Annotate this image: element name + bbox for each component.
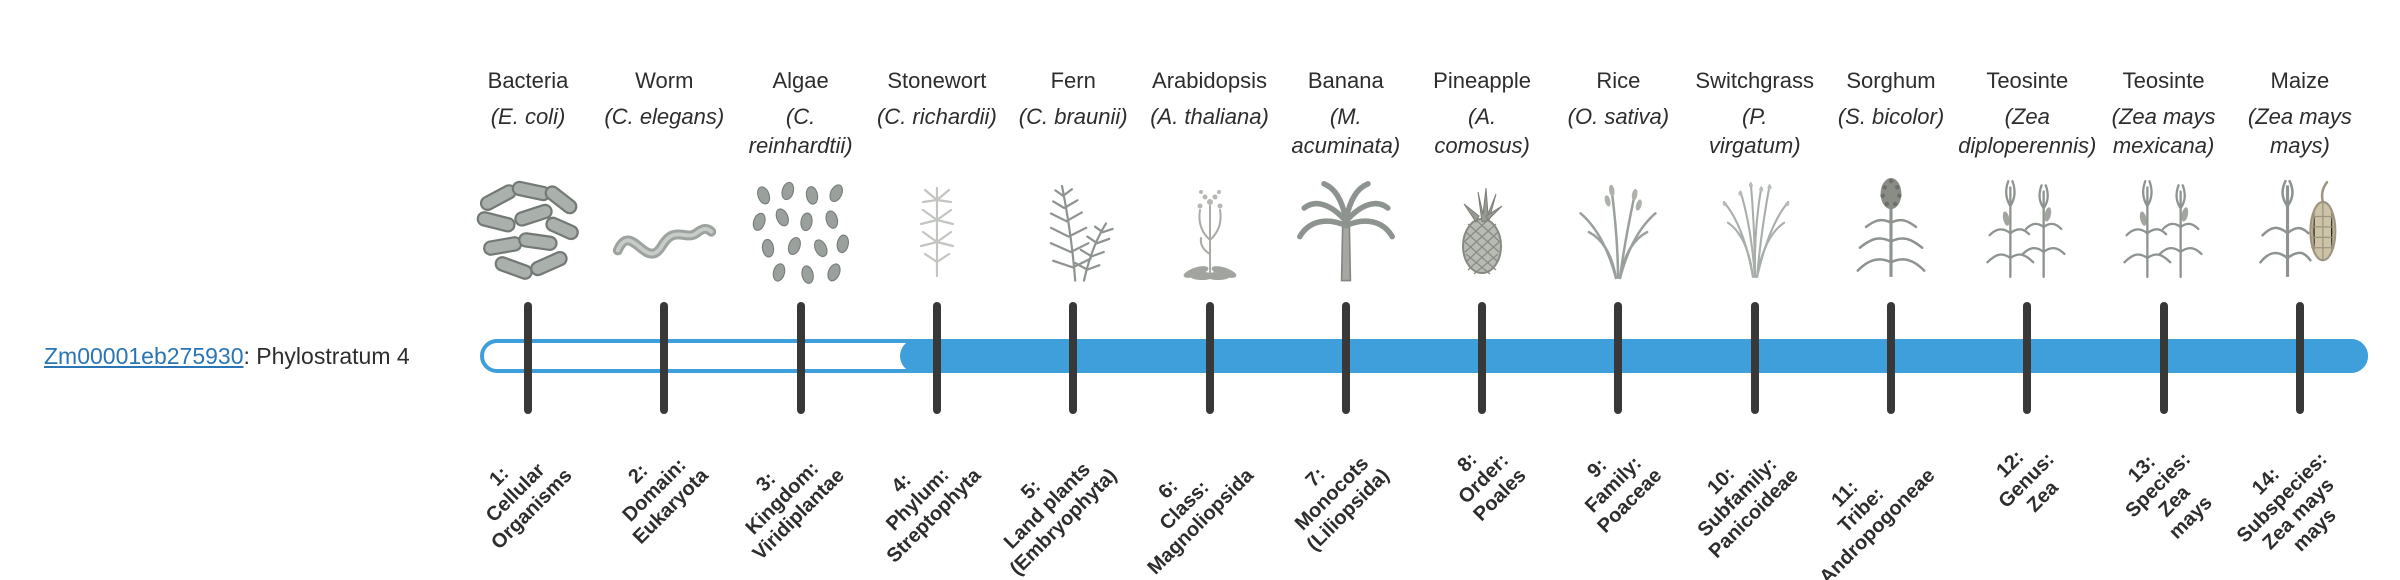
pineapple-icon	[1416, 168, 1548, 290]
taxon-common-name: Maize	[2270, 68, 2330, 93]
taxon-column-13: Teosinte (Zea mays mexicana) 13: Species…	[2084, 40, 2244, 580]
taxon-scientific-name: (A. thaliana)	[1150, 104, 1269, 129]
taxon-common-name: Worm	[635, 68, 694, 93]
phylostratum-label: 5: Land plants (Embryophyta)	[999, 458, 1122, 580]
gene-label: Zm00001eb275930: Phylostratum 4	[44, 343, 410, 370]
taxon-common-name: Bacteria	[487, 68, 569, 93]
phylostratum-label: 14: Subspecies: Zea mays mays	[2232, 448, 2341, 557]
sorghum-icon	[1825, 168, 1957, 290]
taxon-column-4: Stonewort (C. richardii) 4: Phylum: Stre…	[857, 40, 1017, 580]
taxon-column-9: Rice (O. sativa) 9: Family: Poaceae	[1538, 40, 1698, 580]
stonewort-icon	[871, 168, 1003, 290]
phylostratum-label: 9: Family: Poaceae	[1581, 452, 1667, 538]
taxon-scientific-name: (A. comosus)	[1434, 104, 1530, 158]
taxon-column-1: Bacteria (E. coli) 1: Cellular Organisms	[448, 40, 608, 580]
taxon-scientific-name: (C. braunii)	[1018, 104, 1128, 129]
phylostratum-tick	[1478, 302, 1487, 414]
phylostratum-label: 1: Cellular Organisms	[481, 459, 577, 554]
phylostratum-tick	[796, 302, 805, 414]
taxon-column-14: Maize (Zea mays mays) 14: Subspecies: Ze…	[2220, 40, 2380, 580]
taxon-scientific-name: (M. acuminata)	[1291, 104, 1401, 158]
taxon-scientific-name: (E. coli)	[490, 104, 566, 129]
phylostratum-label: 12: Genus: Zea	[1992, 446, 2064, 517]
taxon-scientific-name: (P. virgatum)	[1708, 104, 1801, 158]
taxon-scientific-name: (C. elegans)	[604, 104, 725, 129]
phylostrata-fill-bar	[899, 339, 2368, 373]
taxon-scientific-name: (C. richardii)	[876, 104, 997, 129]
taxon-common-name: Stonewort	[887, 68, 987, 93]
taxon-scientific-name: (Zea diploperennis)	[1958, 104, 2097, 158]
phylostratum-tick	[1750, 302, 1759, 414]
taxon-common-name: Pineapple	[1433, 68, 1532, 93]
taxon-column-11: Sorghum (S. bicolor) 11: Tribe: Andropog…	[1811, 40, 1971, 580]
phylostratum-tick	[1614, 302, 1623, 414]
switchgrass-icon	[1689, 168, 1821, 290]
algae-icon	[735, 168, 867, 290]
taxon-scientific-name: (S. bicolor)	[1837, 104, 1945, 129]
taxon-scientific-name: (Zea mays mays)	[2247, 104, 2352, 158]
taxon-column-3: Algae (C. reinhardtii) 3: Kingdom: Virid…	[721, 40, 881, 580]
phylostratum-tick	[524, 302, 532, 414]
phylostratum-tick	[2023, 302, 2032, 414]
phylostratum-label: 13: Species: Zea mays	[2121, 448, 2217, 544]
taxon-common-name: Sorghum	[1846, 68, 1936, 93]
worm-icon	[598, 168, 730, 290]
taxon-column-2: Worm (C. elegans) 2: Domain: Eukaryota	[584, 40, 744, 580]
teosinte-icon	[2098, 168, 2230, 290]
taxon-column-7: Banana (M. acuminata) 7: Monocots (Lilio…	[1266, 40, 1426, 580]
taxon-column-12: Teosinte (Zea diploperennis) 12: Genus: …	[1947, 40, 2107, 580]
phylostratum-tick	[1069, 302, 1078, 414]
phylostratum-label: 4: Phylum: Streptophyta	[881, 463, 985, 568]
phylostratum-tick	[1205, 302, 1214, 414]
taxon-common-name: Arabidopsis	[1152, 68, 1267, 93]
phylostratum-tick	[660, 302, 669, 414]
taxon-column-5: Fern (C. braunii) 5: Land plants (Embryo…	[993, 40, 1153, 580]
taxon-column-8: Pineapple (A. comosus) 8: Order: Poales	[1402, 40, 1562, 580]
bacteria-icon	[462, 168, 594, 290]
phylostratum-label: 2: Domain: Eukaryota	[618, 454, 713, 549]
gene-id-link[interactable]: Zm00001eb275930	[44, 343, 244, 369]
phylostratum-tick	[2295, 302, 2304, 414]
taxon-column-10: Switchgrass (P. virgatum) 10: Subfamily:…	[1675, 40, 1835, 580]
taxon-common-name: Banana	[1307, 68, 1384, 93]
taxon-common-name: Algae	[772, 68, 829, 93]
phylostratum-tick	[1887, 302, 1895, 414]
phylostratum-tick	[932, 302, 941, 414]
taxon-common-name: Teosinte	[2122, 68, 2205, 93]
phylostratum-label: 6: Class: Magnoliopsida	[1143, 464, 1258, 580]
phylostratum-label: 8: Order: Poales	[1453, 448, 1531, 526]
phylostratum-label: 7: Monocots (Liliopsida)	[1290, 452, 1394, 556]
taxon-common-name: Fern	[1050, 68, 1096, 93]
rice-icon	[1552, 168, 1684, 290]
gene-stratum-text: : Phylostratum 4	[243, 343, 410, 369]
taxon-scientific-name: (O. sativa)	[1567, 104, 1670, 129]
fern-icon	[1007, 168, 1139, 290]
taxon-column-6: Arabidopsis (A. thaliana) 6: Class: Magn…	[1130, 40, 1290, 580]
taxon-scientific-name: (C. reinhardtii)	[748, 104, 853, 158]
phylostratum-label: 3: Kingdom: Viridiplantae	[741, 457, 849, 565]
taxon-scientific-name: (Zea mays mexicana)	[2111, 104, 2216, 158]
phylostratum-tick	[1341, 302, 1350, 414]
banana-icon	[1280, 168, 1412, 290]
taxon-common-name: Teosinte	[1986, 68, 2069, 93]
phylostratum-label: 10: Subfamily: Panicoideae	[1693, 453, 1803, 563]
maize-icon	[2234, 168, 2366, 290]
taxon-common-name: Switchgrass	[1695, 68, 1814, 93]
taxon-common-name: Rice	[1596, 68, 1641, 93]
phylostratum-tick	[2159, 302, 2168, 414]
arabidopsis-icon	[1144, 168, 1276, 290]
teosinte-icon	[1961, 168, 2093, 290]
